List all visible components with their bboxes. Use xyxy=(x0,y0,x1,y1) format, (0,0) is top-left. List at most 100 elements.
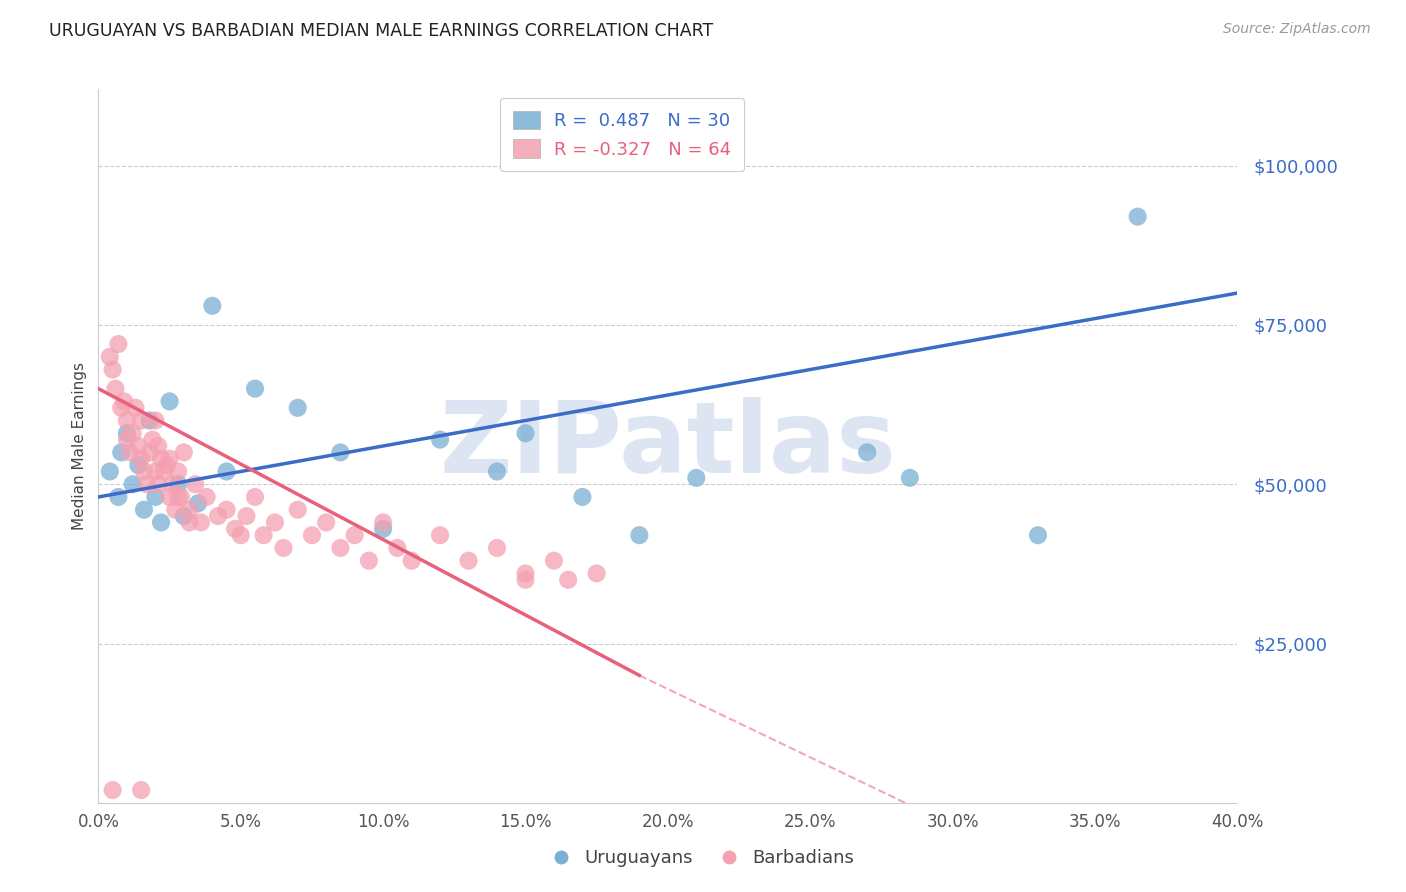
Point xyxy=(173,445,195,459)
Point xyxy=(159,451,181,466)
Point xyxy=(898,471,921,485)
Point xyxy=(153,465,176,479)
Point xyxy=(148,439,170,453)
Point xyxy=(585,566,607,581)
Point xyxy=(129,783,152,797)
Point xyxy=(162,477,184,491)
Point xyxy=(235,509,257,524)
Point xyxy=(98,350,121,364)
Point xyxy=(224,522,246,536)
Point xyxy=(104,382,127,396)
Point xyxy=(486,541,509,555)
Y-axis label: Median Male Earnings: Median Male Earnings xyxy=(72,362,87,530)
Text: ZIPatlas: ZIPatlas xyxy=(440,398,896,494)
Point xyxy=(145,490,167,504)
Point xyxy=(121,477,143,491)
Point xyxy=(429,528,451,542)
Point xyxy=(145,465,167,479)
Point xyxy=(515,573,537,587)
Point xyxy=(115,413,138,427)
Point xyxy=(329,445,352,459)
Point xyxy=(165,502,187,516)
Point xyxy=(118,445,141,459)
Point xyxy=(329,541,352,555)
Text: URUGUAYAN VS BARBADIAN MEDIAN MALE EARNINGS CORRELATION CHART: URUGUAYAN VS BARBADIAN MEDIAN MALE EARNI… xyxy=(49,22,713,40)
Point xyxy=(167,465,190,479)
Point xyxy=(429,433,451,447)
Point xyxy=(457,554,479,568)
Legend: Uruguayans, Barbadians: Uruguayans, Barbadians xyxy=(544,842,862,874)
Point xyxy=(141,433,163,447)
Point xyxy=(127,439,149,453)
Point xyxy=(187,496,209,510)
Point xyxy=(273,541,295,555)
Point xyxy=(486,465,509,479)
Point xyxy=(371,516,394,530)
Point xyxy=(132,502,155,516)
Point xyxy=(287,502,309,516)
Point xyxy=(243,490,266,504)
Point xyxy=(856,445,879,459)
Point xyxy=(167,477,190,491)
Point xyxy=(1126,210,1149,224)
Point xyxy=(129,451,152,466)
Point xyxy=(315,516,337,530)
Point xyxy=(127,458,149,472)
Point xyxy=(107,337,129,351)
Point xyxy=(112,394,135,409)
Text: Source: ZipAtlas.com: Source: ZipAtlas.com xyxy=(1223,22,1371,37)
Point xyxy=(243,382,266,396)
Point xyxy=(685,471,707,485)
Point xyxy=(179,516,201,530)
Point xyxy=(357,554,380,568)
Point xyxy=(110,445,132,459)
Point xyxy=(264,516,287,530)
Point xyxy=(628,528,651,542)
Point xyxy=(135,477,157,491)
Point xyxy=(571,490,593,504)
Point xyxy=(150,451,173,466)
Point xyxy=(110,401,132,415)
Point xyxy=(343,528,366,542)
Point xyxy=(159,394,181,409)
Point xyxy=(401,554,423,568)
Point xyxy=(101,362,124,376)
Point xyxy=(215,502,238,516)
Point xyxy=(129,413,152,427)
Point xyxy=(543,554,565,568)
Point xyxy=(557,573,579,587)
Point xyxy=(515,566,537,581)
Point xyxy=(150,516,173,530)
Point xyxy=(179,502,201,516)
Point xyxy=(121,426,143,441)
Legend: R =  0.487   N = 30, R = -0.327   N = 64: R = 0.487 N = 30, R = -0.327 N = 64 xyxy=(501,98,744,171)
Point xyxy=(132,465,155,479)
Point xyxy=(167,490,190,504)
Point xyxy=(138,413,160,427)
Point xyxy=(371,522,394,536)
Point xyxy=(201,299,224,313)
Point xyxy=(207,509,229,524)
Point xyxy=(115,433,138,447)
Point xyxy=(145,413,167,427)
Point xyxy=(159,490,181,504)
Point xyxy=(156,458,179,472)
Point xyxy=(287,401,309,415)
Point xyxy=(173,509,195,524)
Point xyxy=(301,528,323,542)
Point xyxy=(115,426,138,441)
Point xyxy=(138,445,160,459)
Point xyxy=(1026,528,1049,542)
Point xyxy=(215,465,238,479)
Point xyxy=(195,490,218,504)
Point xyxy=(229,528,252,542)
Point xyxy=(184,477,207,491)
Point xyxy=(252,528,274,542)
Point xyxy=(190,516,212,530)
Point xyxy=(148,477,170,491)
Point xyxy=(98,465,121,479)
Point xyxy=(170,490,193,504)
Point xyxy=(387,541,409,555)
Point xyxy=(101,783,124,797)
Point xyxy=(515,426,537,441)
